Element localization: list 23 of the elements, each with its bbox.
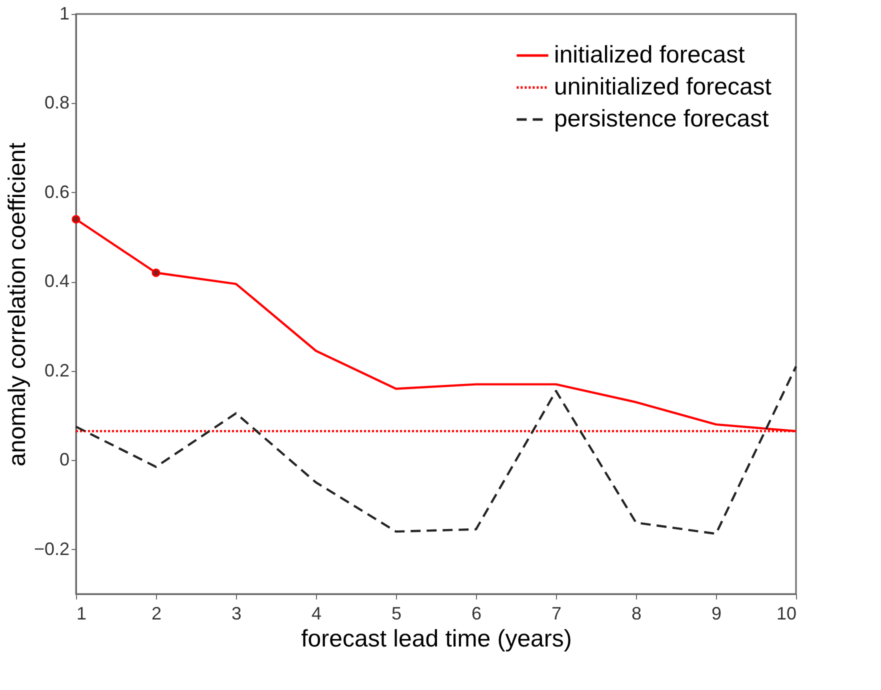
- x-tick-label: 3: [231, 604, 242, 624]
- y-tick-label: 0: [59, 450, 70, 470]
- legend-label: initialized forecast: [554, 42, 746, 68]
- x-tick-label: 5: [391, 604, 402, 624]
- line-series: [74, 365, 798, 535]
- x-tick-label: 10: [776, 604, 796, 624]
- y-tick-label: −0.2: [34, 538, 70, 559]
- x-tick-label: 1: [76, 604, 87, 624]
- x-tick-label: 7: [551, 604, 562, 624]
- y-axis-title: anomaly correlation coefficient: [4, 142, 31, 466]
- x-tick-label: 4: [311, 604, 322, 624]
- y-tick-label: 0.8: [44, 92, 70, 113]
- y-tick-label: 0.4: [44, 271, 70, 292]
- legend-label: uninitialized forecast: [554, 74, 772, 100]
- y-tick-label: 0.6: [44, 182, 70, 202]
- y-tick-label: 1: [59, 4, 70, 24]
- legend-label: persistence forecast: [554, 106, 770, 132]
- x-tick-label: 6: [471, 604, 482, 624]
- x-tick-label: 9: [711, 604, 722, 624]
- x-tick-label: 2: [151, 604, 162, 624]
- y-tick-label: 0.2: [44, 360, 70, 380]
- x-tick-label: 8: [631, 604, 642, 624]
- x-axis-title: forecast lead time (years): [301, 626, 572, 652]
